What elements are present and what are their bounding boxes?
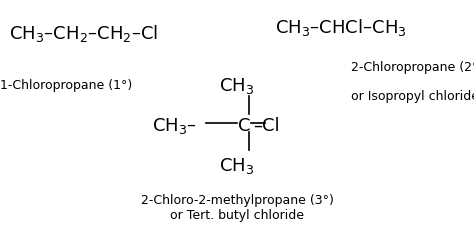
Text: CH$_3$–: CH$_3$–: [152, 116, 197, 136]
Text: CH$_3$: CH$_3$: [219, 76, 255, 95]
Text: C: C: [238, 117, 250, 135]
Text: CH$_3$: CH$_3$: [219, 157, 255, 176]
Text: 2-Chloropropane (2°): 2-Chloropropane (2°): [351, 61, 474, 74]
Text: –Cl: –Cl: [254, 117, 280, 135]
Text: CH$_3$–CH$_2$–CH$_2$–Cl: CH$_3$–CH$_2$–CH$_2$–Cl: [9, 23, 159, 44]
Text: or Tert. butyl chloride: or Tert. butyl chloride: [170, 209, 304, 223]
Text: 1-Chloropropane (1°): 1-Chloropropane (1°): [0, 79, 133, 92]
Text: or Isopropyl chloride: or Isopropyl chloride: [351, 90, 474, 103]
Text: CH$_3$–CHCl–CH$_3$: CH$_3$–CHCl–CH$_3$: [275, 16, 407, 38]
Text: 2-Chloro-2-methylpropane (3°): 2-Chloro-2-methylpropane (3°): [141, 194, 333, 207]
